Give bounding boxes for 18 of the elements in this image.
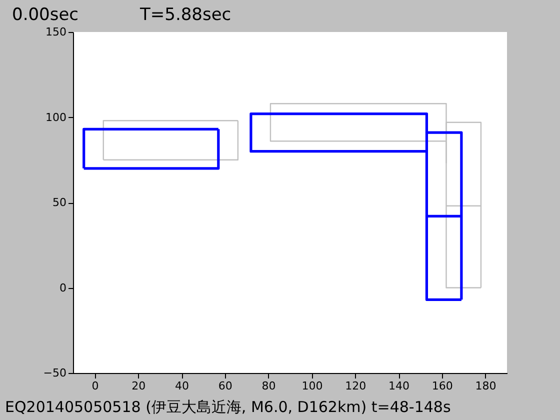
y-tick-label: 50 bbox=[52, 196, 66, 209]
y-tick-label: 150 bbox=[46, 26, 66, 38]
x-tick-label: 140 bbox=[388, 380, 410, 392]
x-tick-label: 60 bbox=[218, 380, 232, 392]
x-tick-label: 0 bbox=[92, 380, 99, 392]
y-tick-label: 100 bbox=[46, 110, 66, 124]
x-tick-label: 40 bbox=[175, 380, 189, 392]
x-tick-label: 20 bbox=[132, 380, 146, 392]
text: 0.00sec bbox=[12, 5, 79, 25]
x-tick-label: 160 bbox=[432, 380, 453, 392]
x-tick-label: 80 bbox=[262, 380, 276, 392]
text: EQ201405050518 (伊豆大島近海, M6.0, D162km) t=48-148s bbox=[5, 398, 451, 416]
y-tick-label: 0 bbox=[60, 281, 66, 294]
text: T=5.88sec bbox=[139, 5, 232, 25]
x-tick-label: 180 bbox=[475, 380, 496, 392]
y-tick-label: −50 bbox=[43, 366, 66, 380]
x-tick-label: 100 bbox=[302, 380, 323, 392]
x-tick-label: 120 bbox=[345, 380, 366, 392]
